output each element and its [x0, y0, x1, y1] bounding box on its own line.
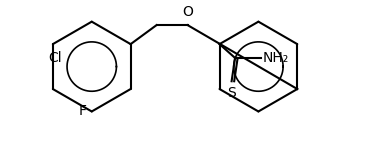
Text: NH₂: NH₂ — [263, 51, 289, 65]
Text: O: O — [182, 5, 193, 19]
Text: Cl: Cl — [48, 51, 61, 65]
Text: S: S — [227, 86, 236, 100]
Text: F: F — [78, 105, 87, 119]
